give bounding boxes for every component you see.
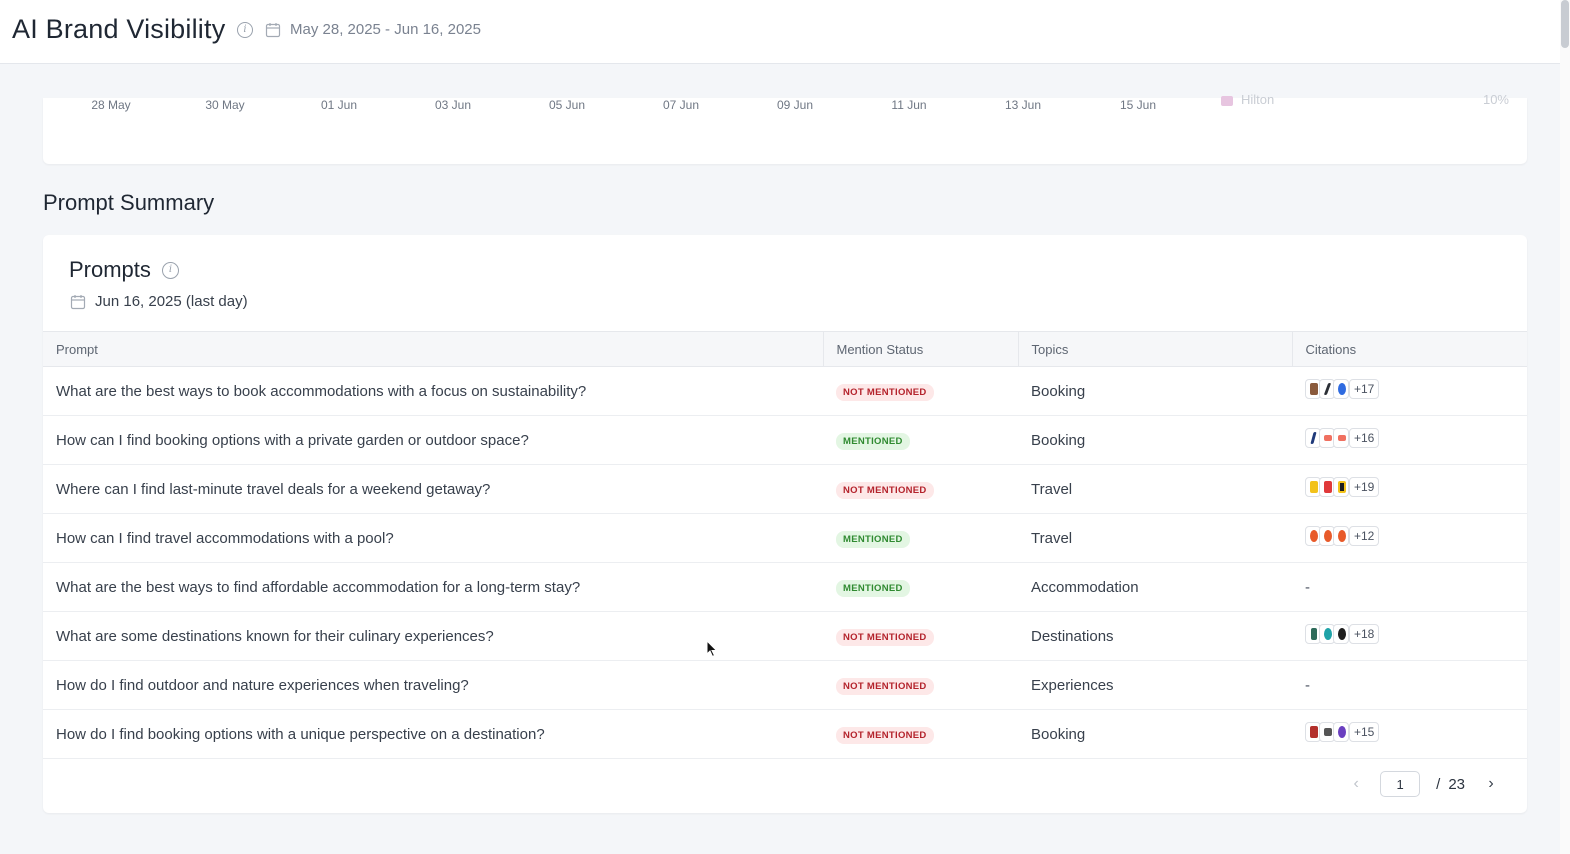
table-header-row: Prompt Mention Status Topics Citations: [43, 331, 1527, 367]
prompt-cell[interactable]: What are some destinations known for the…: [43, 611, 823, 661]
topic-cell: Booking: [1018, 709, 1292, 759]
topic-cell: Booking: [1018, 366, 1292, 416]
table-row[interactable]: How can I find travel accommodations wit…: [43, 513, 1527, 563]
prompts-table: Prompt Mention Status Topics Citations W…: [43, 331, 1527, 759]
section-title: Prompt Summary: [43, 190, 215, 215]
citations-more: +18: [1349, 624, 1380, 644]
table-row[interactable]: Where can I find last-minute travel deal…: [43, 464, 1527, 514]
info-icon[interactable]: i: [237, 22, 253, 38]
citations-more: +17: [1349, 379, 1380, 399]
legend-item[interactable]: Hilton: [1221, 92, 1274, 107]
source-favicon-icon: [1319, 624, 1335, 644]
page-total: 23: [1448, 775, 1465, 793]
citations-more: +15: [1349, 722, 1380, 742]
mouse-cursor-icon: [706, 640, 718, 658]
source-favicon-icon: [1305, 477, 1321, 497]
column-header-prompt[interactable]: Prompt: [43, 331, 823, 367]
page-title: AI Brand Visibility: [12, 14, 226, 44]
page-separator: /: [1436, 775, 1441, 793]
column-header-topics[interactable]: Topics: [1017, 331, 1292, 367]
x-tick: 05 Jun: [548, 98, 586, 112]
info-icon[interactable]: i: [162, 262, 179, 279]
citations[interactable]: +17: [1305, 379, 1380, 399]
source-favicon-icon: [1305, 379, 1321, 399]
column-header-mention-status[interactable]: Mention Status: [822, 331, 1018, 367]
citations-more: +16: [1349, 428, 1380, 448]
table-row[interactable]: How do I find booking options with a uni…: [43, 709, 1527, 759]
x-tick: 13 Jun: [1004, 98, 1042, 112]
prompt-cell[interactable]: What are the best ways to find affordabl…: [43, 562, 823, 612]
calendar-icon: [265, 23, 281, 38]
status-badge: NOT MENTIONED: [836, 383, 934, 401]
citations-empty: -: [1305, 676, 1310, 694]
topic-cell: Travel: [1018, 513, 1292, 563]
table-row[interactable]: What are some destinations known for the…: [43, 611, 1527, 661]
pagination: ‹ / 23 ›: [1344, 771, 1503, 797]
x-tick: 09 Jun: [776, 98, 814, 112]
citations-empty: -: [1305, 578, 1310, 596]
page-number-input[interactable]: [1380, 771, 1421, 797]
date-range[interactable]: May 28, 2025 - Jun 16, 2025: [290, 21, 481, 38]
column-header-citations[interactable]: Citations: [1291, 331, 1527, 367]
card-date: Jun 16, 2025 (last day): [95, 293, 248, 310]
source-favicon-icon: [1333, 477, 1349, 497]
table-row[interactable]: How do I find outdoor and nature experie…: [43, 660, 1527, 710]
status-badge: NOT MENTIONED: [836, 677, 934, 695]
status-badge: NOT MENTIONED: [836, 481, 934, 499]
citations-more: +12: [1349, 526, 1380, 546]
status-badge: NOT MENTIONED: [836, 628, 934, 646]
citations[interactable]: +16: [1305, 428, 1380, 448]
x-tick: 15 Jun: [1119, 98, 1157, 112]
table-row[interactable]: What are the best ways to book accommoda…: [43, 366, 1527, 416]
x-tick: 11 Jun: [891, 98, 927, 112]
trend-chart-card: 28 May 30 May 01 Jun 03 Jun 05 Jun 07 Ju…: [43, 92, 1527, 164]
prompt-cell[interactable]: How can I find travel accommodations wit…: [43, 513, 823, 563]
x-tick: 07 Jun: [662, 98, 700, 112]
card-title: Prompts: [69, 257, 151, 282]
citations[interactable]: +19: [1305, 477, 1380, 497]
scrollbar[interactable]: [1560, 0, 1570, 854]
topic-cell: Booking: [1018, 415, 1292, 465]
prompt-cell[interactable]: How can I find booking options with a pr…: [43, 415, 823, 465]
prompt-cell[interactable]: How do I find outdoor and nature experie…: [43, 660, 823, 710]
topic-cell: Destinations: [1018, 611, 1292, 661]
prompt-cell[interactable]: How do I find booking options with a uni…: [43, 709, 823, 759]
citations[interactable]: +15: [1305, 722, 1380, 742]
table-row[interactable]: What are the best ways to find affordabl…: [43, 562, 1527, 612]
chevron-right-icon[interactable]: ›: [1488, 775, 1494, 792]
prompt-cell[interactable]: What are the best ways to book accommoda…: [43, 366, 823, 416]
x-tick: 28 May: [91, 98, 131, 112]
topic-cell: Accommodation: [1018, 562, 1292, 612]
status-badge: NOT MENTIONED: [836, 726, 934, 744]
citations[interactable]: +12: [1305, 526, 1380, 546]
citations[interactable]: +18: [1305, 624, 1380, 644]
calendar-icon: [70, 295, 86, 310]
status-badge: MENTIONED: [836, 432, 910, 450]
status-badge: MENTIONED: [836, 530, 910, 548]
topic-cell: Experiences: [1018, 660, 1292, 710]
source-favicon-icon: [1333, 379, 1349, 399]
source-favicon-icon: [1333, 526, 1349, 546]
topic-cell: Travel: [1018, 464, 1292, 514]
source-favicon-icon: [1333, 624, 1349, 644]
chevron-left-icon[interactable]: ‹: [1353, 775, 1359, 792]
x-tick: 03 Jun: [434, 98, 472, 112]
source-favicon-icon: [1333, 428, 1349, 448]
legend-value: 10%: [1482, 92, 1509, 107]
top-bar: AI Brand Visibility i May 28, 2025 - Jun…: [0, 0, 1570, 64]
table-row[interactable]: How can I find booking options with a pr…: [43, 415, 1527, 465]
status-badge: MENTIONED: [836, 579, 910, 597]
legend-swatch: [1221, 95, 1233, 106]
x-tick: 30 May: [205, 98, 245, 112]
citations-more: +19: [1349, 477, 1380, 497]
prompt-cell[interactable]: Where can I find last-minute travel deal…: [43, 464, 823, 514]
prompts-card: Prompts i Jun 16, 2025 (last day) Prompt…: [43, 235, 1527, 813]
source-favicon-icon: [1333, 722, 1349, 742]
scrollbar-thumb[interactable]: [1561, 0, 1569, 48]
x-tick: 01 Jun: [320, 98, 358, 112]
